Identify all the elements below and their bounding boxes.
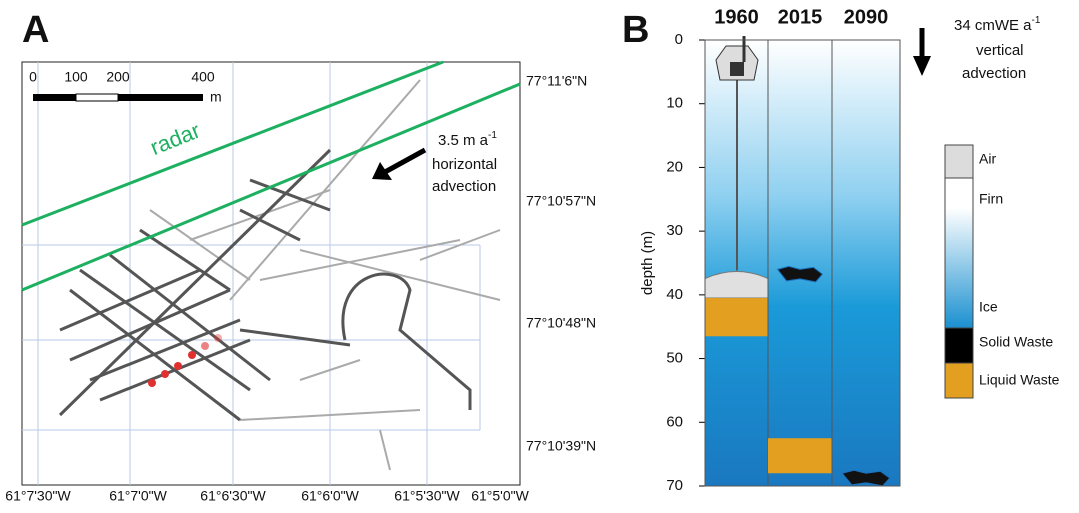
lon-label: 61°5'0"W	[471, 488, 529, 504]
y-tick-label: 30	[666, 222, 683, 239]
column-year: 1960	[714, 6, 759, 28]
scale-bar	[33, 93, 203, 102]
y-tick-label: 60	[666, 413, 683, 430]
map-grid	[22, 62, 481, 485]
lon-label: 61°6'0"W	[301, 488, 359, 504]
advection-label: horizontal	[432, 156, 497, 173]
vertical-arrow-head	[913, 56, 931, 76]
scale-label: 0	[29, 69, 37, 85]
advection-text: 3.5 m a	[438, 132, 489, 149]
scale-unit: m	[210, 89, 222, 105]
lat-label: 77°10'48"N	[526, 315, 596, 331]
liquid-waste	[768, 438, 832, 474]
legend-label: Liquid Waste	[979, 372, 1060, 388]
advection-text: 34 cmWE a	[954, 17, 1032, 34]
lon-label: 61°5'30"W	[394, 488, 460, 504]
lat-label: 77°10'39"N	[526, 438, 596, 454]
vertical-advection-label: 34 cmWE a-1	[954, 15, 1041, 34]
column-year: 2090	[844, 6, 889, 28]
y-axis-label: depth (m)	[639, 231, 656, 295]
legend-swatch	[944, 177, 974, 329]
camp-icon	[730, 62, 744, 76]
legend-label: Solid Waste	[979, 334, 1053, 350]
panel-label: A	[22, 9, 49, 51]
y-tick-label: 40	[666, 286, 683, 303]
solid-waste	[841, 469, 891, 487]
legend-swatch	[944, 144, 974, 179]
radar-line	[21, 82, 521, 292]
waste-markers	[148, 334, 222, 387]
advection-label: 3.5 m a-1	[438, 130, 497, 149]
vertical-advection-label: advection	[962, 65, 1026, 82]
lon-label: 61°6'30"W	[200, 488, 266, 504]
solid-waste	[776, 265, 824, 283]
legend-label: Air	[979, 151, 996, 167]
legend-swatch	[944, 362, 974, 399]
advection-arrow	[383, 147, 427, 175]
map-frame	[21, 61, 521, 486]
liquid-waste	[705, 298, 768, 337]
radar-line	[21, 60, 444, 227]
legend-label: Ice	[979, 299, 998, 315]
y-tick-label: 50	[666, 350, 683, 367]
advection-label: advection	[432, 178, 496, 195]
scale-label: 200	[106, 69, 130, 85]
old-trenches	[149, 79, 501, 471]
lon-label: 61°7'30"W	[5, 488, 71, 504]
panel-label: B	[622, 9, 649, 51]
legend-label: Firn	[979, 191, 1003, 207]
y-tick-label: 10	[666, 95, 683, 112]
lat-label: 77°10'57"N	[526, 193, 596, 209]
lon-label: 61°7'0"W	[109, 488, 167, 504]
ice-background	[705, 40, 900, 486]
scale-label: 100	[64, 69, 88, 85]
column-year: 2015	[778, 6, 823, 28]
air-dome	[704, 271, 769, 299]
lat-label: 77°11'6"N	[526, 73, 587, 89]
legend-swatch	[944, 327, 974, 364]
y-tick-label: 0	[675, 31, 683, 48]
advection-arrow-head	[372, 162, 392, 180]
advection-sup: -1	[1032, 15, 1041, 26]
plot-frame	[704, 39, 901, 487]
trench-network	[58, 148, 472, 422]
scale-label: 400	[191, 69, 215, 85]
vertical-advection-label: vertical	[976, 42, 1024, 59]
y-tick-label: 70	[666, 477, 683, 494]
advection-sup: -1	[488, 130, 497, 141]
y-tick-label: 20	[666, 158, 683, 175]
